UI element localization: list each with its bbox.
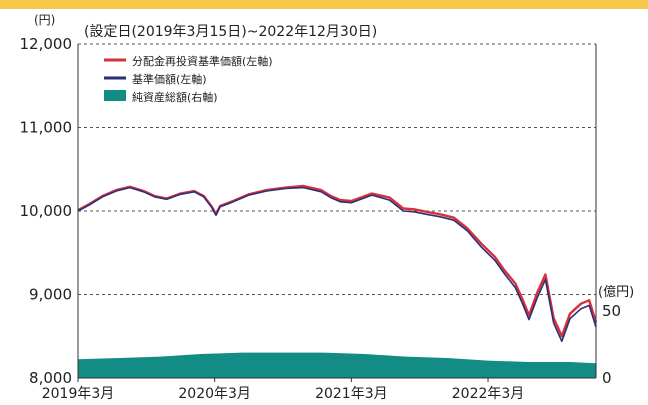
right-tick-label: 50 (602, 302, 621, 320)
x-tick-label: 2020年3月 (178, 386, 251, 402)
legend-swatch (104, 90, 126, 101)
x-tick-label: 2022年3月 (452, 386, 525, 402)
line-series-nav (77, 186, 597, 343)
right-tick-label: 0 (602, 369, 612, 387)
line-series-reinvested-nav (77, 184, 598, 338)
y-tick-label: 9,000 (29, 286, 72, 304)
x-tick-label: 2021年3月 (315, 386, 388, 402)
legend: 分配金再投資基準価額(左軸) 基準価額(左軸) 純資産総額(右軸) (104, 54, 273, 104)
legend-label: 純資産総額(右軸) (132, 90, 218, 104)
area-series-net-assets (78, 352, 596, 378)
left-axis-unit: (円) (34, 13, 55, 27)
legend-label: 分配金再投資基準価額(左軸) (132, 54, 273, 68)
y-tick-label: 10,000 (20, 202, 73, 220)
x-tick-label: 2019年3月 (42, 386, 115, 402)
gridlines (78, 43, 596, 295)
area-layer (78, 352, 596, 378)
line-layer (77, 184, 598, 343)
header-strip (0, 0, 648, 9)
y-tick-label: 8,000 (29, 369, 72, 387)
axes (77, 44, 597, 382)
legend-label: 基準価額(左軸) (132, 72, 207, 86)
right-axis-unit: (億円) (598, 284, 634, 300)
labels: 8,000 9,000 10,000 11,000 12,000 (円) 0 50 (億円) 20… (20, 13, 635, 402)
y-tick-label: 11,000 (20, 119, 73, 137)
chart-subtitle: (設定日(2019年3月15日)~2022年12月30日) (84, 24, 377, 40)
y-tick-label: 12,000 (20, 35, 73, 53)
